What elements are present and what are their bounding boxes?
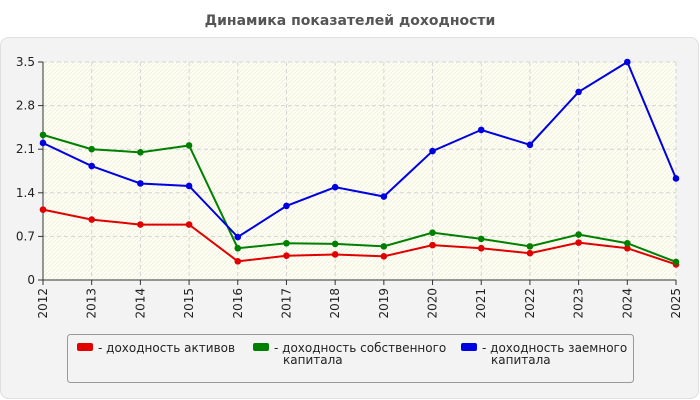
data-point: [331, 183, 339, 191]
y-tick-label: 0.7: [16, 229, 35, 243]
data-point: [575, 231, 582, 238]
data-point: [526, 249, 534, 257]
series-2: [39, 58, 680, 241]
data-point: [477, 244, 485, 252]
data-point: [88, 145, 95, 153]
axes: [38, 61, 677, 285]
data-point: [624, 58, 631, 66]
data-point: [234, 244, 242, 252]
data-point: [380, 193, 388, 200]
legend-swatch: [253, 343, 269, 351]
y-tick-label: 2.8: [16, 99, 35, 113]
data-point: [234, 233, 242, 241]
data-point: [137, 149, 144, 156]
x-tick-label: 2024: [620, 288, 634, 319]
series-line: [42, 133, 677, 263]
y-tick-label: 0: [27, 273, 35, 287]
data-point: [137, 180, 144, 187]
data-point: [185, 221, 193, 228]
data-point: [283, 252, 290, 260]
legend-label: капитала: [491, 353, 551, 367]
data-point: [526, 141, 534, 149]
data-point: [88, 162, 95, 170]
x-tick-label: 2016: [231, 288, 245, 319]
plot-area: [43, 62, 676, 280]
data-point: [624, 244, 631, 252]
data-point: [575, 239, 582, 246]
series-1: [39, 131, 680, 266]
data-point: [185, 182, 193, 190]
data-point: [575, 88, 582, 96]
chart-title: Динамика показателей доходности: [205, 13, 496, 29]
x-tick-label: 2023: [572, 288, 586, 319]
x-tick-labels: 2012 2013 2014 2015 2016 2017 2018 2019 2020 2021…: [36, 288, 683, 319]
x-tick-label: 2014: [133, 288, 147, 319]
data-point: [477, 235, 485, 243]
data-point: [672, 175, 680, 182]
series-line: [42, 208, 677, 266]
data-point: [331, 240, 339, 248]
data-point: [380, 253, 388, 260]
data-point: [283, 239, 290, 247]
x-tick-label: 2020: [426, 288, 440, 319]
legend-swatch: [77, 343, 93, 351]
x-tick-label: 2015: [182, 288, 196, 319]
legend-label: - доходность активов: [98, 341, 235, 355]
y-tick-label: 1.4: [16, 186, 35, 200]
data-point: [283, 202, 290, 210]
data-point: [88, 216, 95, 223]
legend-items: - доходность активов - доходность собстве…: [77, 341, 627, 367]
data-point: [624, 239, 631, 247]
data-point: [429, 229, 436, 236]
data-point: [39, 139, 47, 147]
data-point: [477, 126, 485, 134]
y-tick-labels: 0 0.7 1.4 2.1 2.8 3.5: [16, 55, 35, 287]
legend: [67, 334, 634, 383]
x-tick-label: 2013: [85, 288, 99, 319]
x-tick-label: 2018: [328, 288, 342, 319]
data-point: [526, 243, 534, 250]
y-tick-label: 2.1: [16, 142, 35, 156]
series-0: [39, 206, 680, 268]
data-point: [429, 147, 436, 155]
series-layer: [39, 58, 680, 268]
legend-label: - доходность собственного: [274, 341, 446, 355]
series-line: [42, 60, 677, 239]
data-point: [39, 206, 47, 213]
data-point: [331, 251, 339, 258]
legend-item-0: - доходность активов: [77, 341, 235, 355]
data-point: [380, 243, 388, 250]
x-tick-label: 2012: [36, 288, 50, 319]
y-tick-label: 3.5: [16, 55, 35, 69]
data-point: [672, 258, 680, 266]
data-point: [137, 221, 144, 228]
x-tick-label: 2022: [523, 288, 537, 319]
data-point: [185, 142, 193, 149]
legend-label: капитала: [283, 353, 343, 367]
data-point: [234, 258, 242, 265]
data-point: [39, 131, 47, 139]
x-tick-label: 2025: [669, 288, 683, 319]
data-point: [429, 241, 436, 249]
x-tick-label: 2021: [474, 288, 488, 319]
x-tick-label: 2017: [279, 288, 293, 319]
legend-swatch: [461, 343, 477, 351]
x-tick-label: 2019: [377, 288, 391, 319]
legend-label: - доходность заемного: [482, 341, 627, 355]
